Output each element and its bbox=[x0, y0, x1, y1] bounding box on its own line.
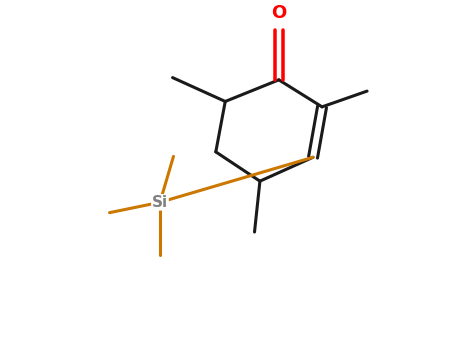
Text: O: O bbox=[271, 4, 287, 22]
Text: Si: Si bbox=[152, 195, 168, 210]
